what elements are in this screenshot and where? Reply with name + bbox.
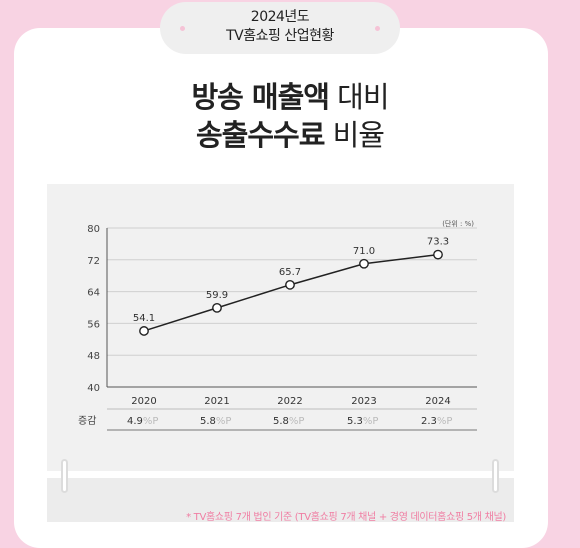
xtick-label-2022: 2022 bbox=[277, 396, 302, 407]
title-line1-bold: 방송 매출액 bbox=[191, 80, 329, 114]
change-value-2023: 5.3%P bbox=[347, 416, 378, 427]
title-line2-light: 비율 bbox=[332, 118, 385, 152]
badge-dot-left bbox=[180, 26, 185, 31]
page-title: 방송 매출액 대비 송출수수료 비율 bbox=[0, 78, 580, 154]
footnote: * TV홈쇼핑 7개 법인 기준 (TV홈쇼핑 7개 채널 + 경영 데이터홈쇼… bbox=[186, 512, 506, 523]
title-line1-light: 대비 bbox=[337, 80, 389, 114]
data-label-2023: 71.0 bbox=[353, 246, 375, 257]
badge-dot-right bbox=[375, 26, 380, 31]
xtick-label-2020: 2020 bbox=[131, 396, 156, 407]
binder-clip-right bbox=[492, 459, 499, 493]
data-point-2020 bbox=[139, 326, 149, 336]
xtick-label-2021: 2021 bbox=[204, 396, 229, 407]
xtick-label-2023: 2023 bbox=[351, 396, 376, 407]
badge-year: 2024년도 bbox=[250, 9, 310, 25]
data-label-2020: 54.1 bbox=[133, 313, 155, 324]
title-line2-bold: 송출수수료 bbox=[196, 118, 325, 152]
data-point-2021 bbox=[212, 302, 222, 313]
data-point-2024 bbox=[433, 249, 443, 260]
badge-subtitle: TV홈쇼핑 산업현황 bbox=[226, 28, 334, 44]
ytick-label-48: 48 bbox=[87, 351, 100, 362]
binder-clip-left bbox=[61, 459, 68, 493]
data-label-2021: 59.9 bbox=[206, 290, 228, 301]
ytick-label-72: 72 bbox=[87, 256, 100, 267]
change-value-2020: 4.9%P bbox=[127, 416, 158, 427]
change-value-2021: 5.8%P bbox=[200, 416, 231, 427]
ytick-label-64: 64 bbox=[87, 288, 100, 299]
data-label-2024: 73.3 bbox=[427, 237, 449, 248]
change-value-2022: 5.8%P bbox=[273, 416, 304, 427]
line-chart: 40 48 56 64 72 80 (단위 : %) 54.1 2020 59.9 2021 65.7… bbox=[78, 219, 477, 431]
data-point-2023 bbox=[359, 258, 369, 269]
chart-panel bbox=[47, 184, 514, 471]
footer-panel bbox=[47, 478, 514, 522]
data-label-2022: 65.7 bbox=[279, 267, 301, 278]
ytick-label-56: 56 bbox=[87, 319, 100, 330]
year-badge: 2024년도 TV홈쇼핑 산업현황 bbox=[160, 2, 400, 54]
change-value-2024: 2.3%P bbox=[421, 416, 452, 427]
xtick-label-2024: 2024 bbox=[425, 396, 450, 407]
unit-label: (단위 : %) bbox=[442, 219, 474, 228]
ytick-label-80: 80 bbox=[87, 224, 100, 235]
ytick-label-40: 40 bbox=[87, 383, 100, 394]
change-row-label: 증감 bbox=[78, 415, 96, 427]
data-point-2022 bbox=[285, 279, 295, 290]
